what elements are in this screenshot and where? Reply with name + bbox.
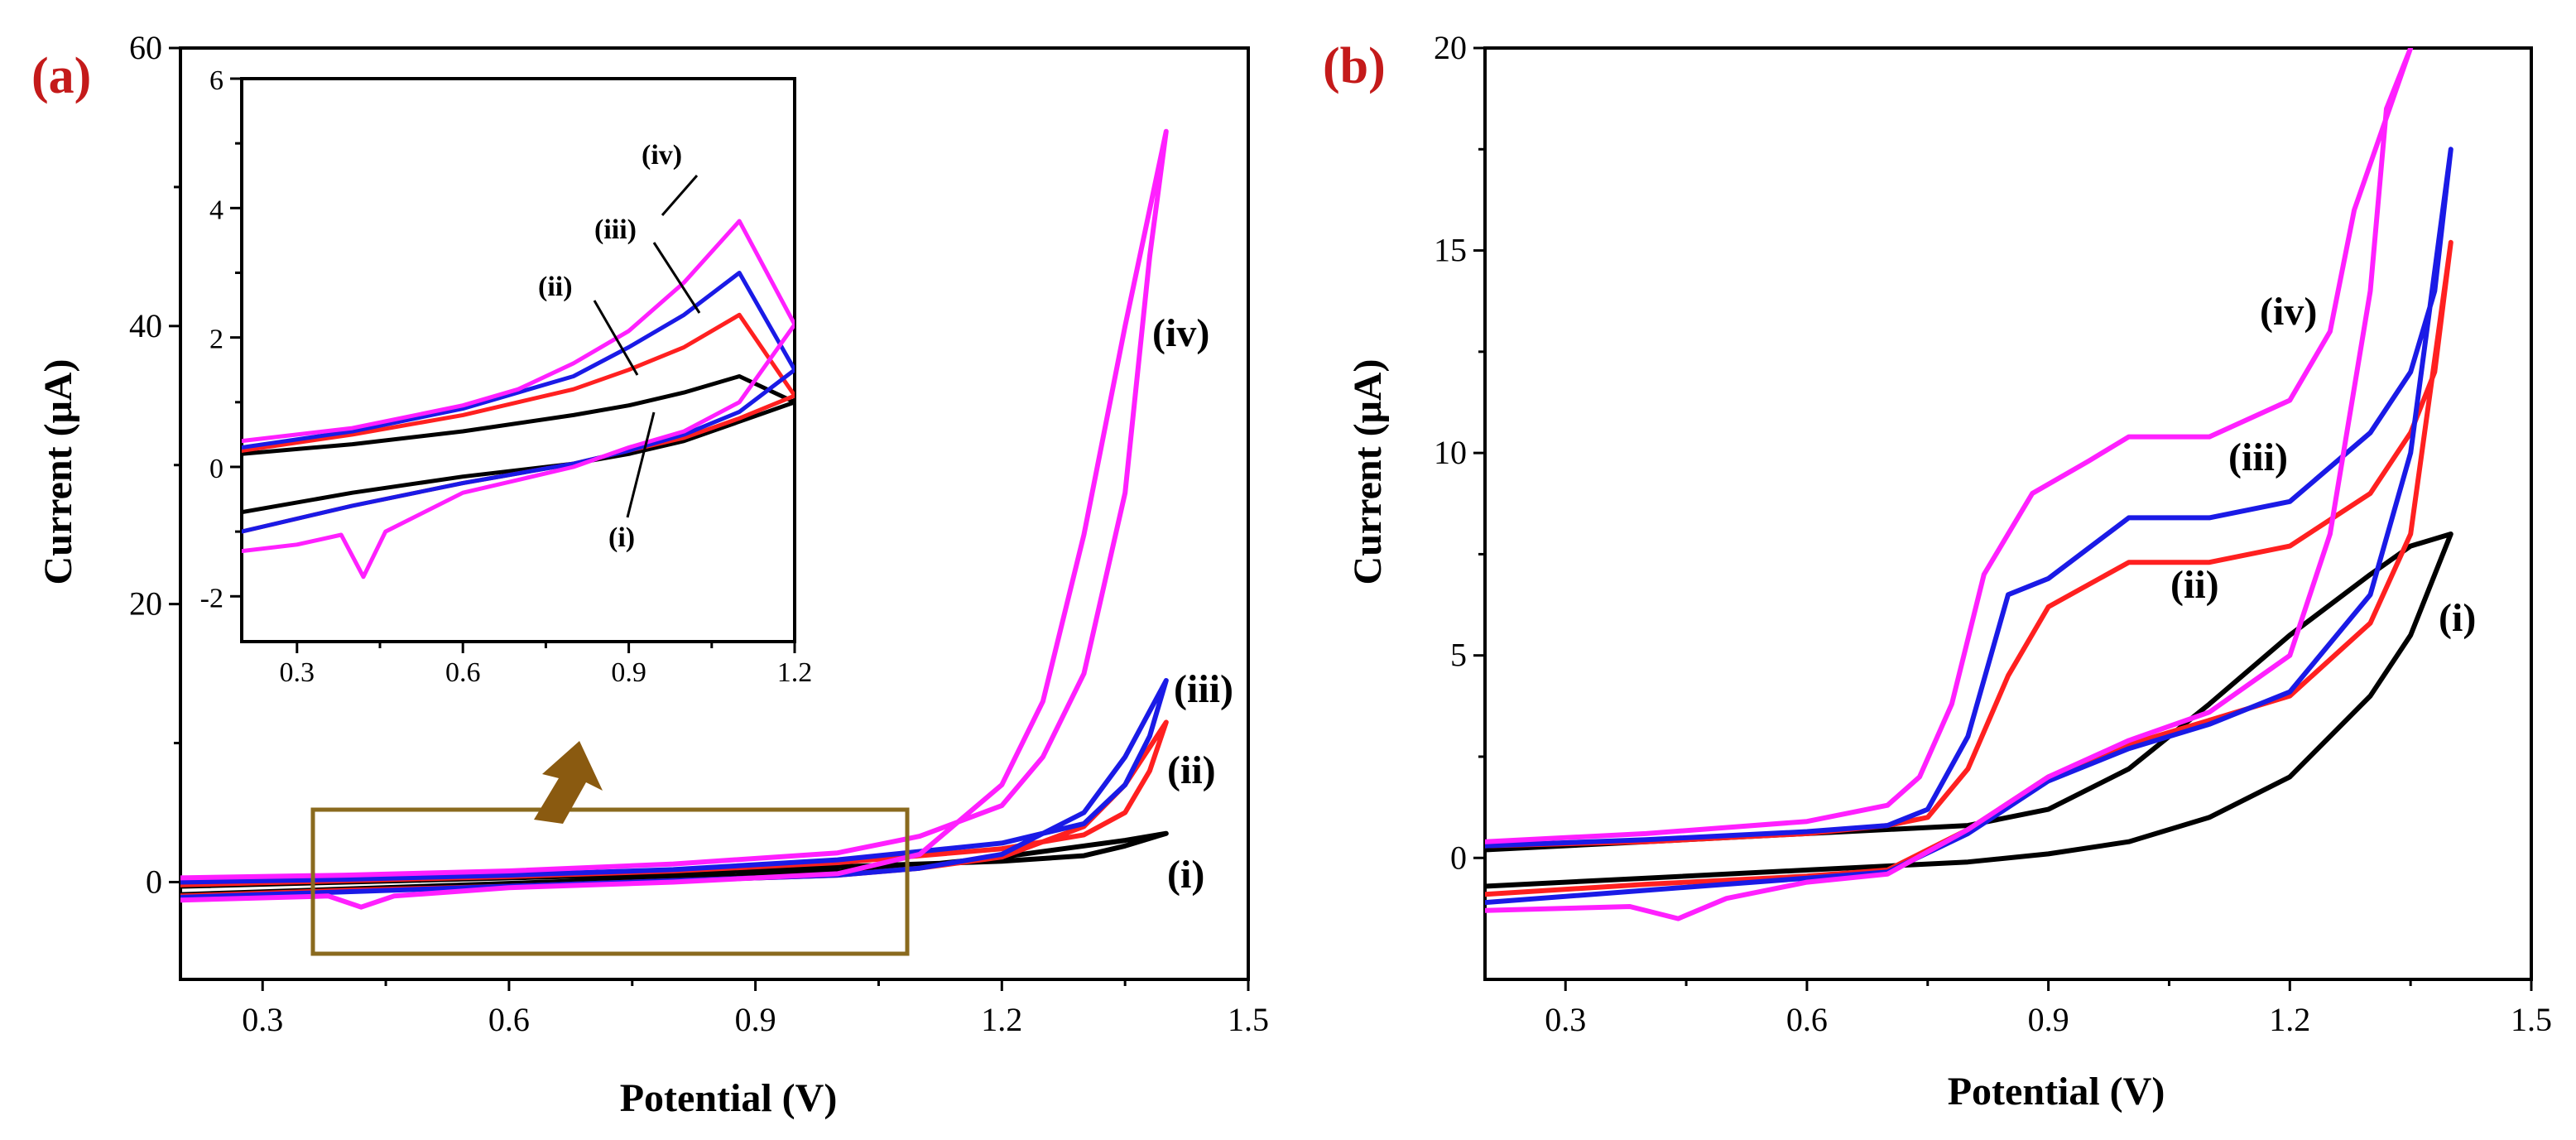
panel-b-frame [1483, 46, 2533, 981]
panel-b-ytick-label: 10 [1434, 434, 1467, 471]
inset-axes: 0.3 0.6 0.9 1.2 -2 0 2 4 6 [200, 65, 813, 688]
panel-a-xtick-label: 0.9 [735, 1001, 776, 1038]
panel-b-ytick-label: 20 [1434, 29, 1467, 66]
panel-b-ylabel: Current (μA) [1346, 359, 1390, 585]
inset-frame [240, 77, 796, 643]
panel-a-xtick-label: 0.6 [488, 1001, 530, 1038]
inset-leader-iv [661, 175, 699, 216]
inset-leader-iii [652, 242, 701, 314]
inset-label-ii: (ii) [538, 272, 573, 302]
panel-a-series-iv [180, 128, 1169, 910]
panel-a-label-iii: (iii) [1174, 667, 1233, 711]
panel-a-xlabel: Potential (V) [620, 1076, 838, 1120]
inset-series-i [242, 374, 795, 515]
inset-xtick-label: 0.9 [611, 657, 646, 688]
inset-ytick-label: -2 [200, 583, 223, 613]
inset-leader-ii [593, 300, 639, 376]
panel-b-label-iii: (iii) [2228, 435, 2288, 479]
panel-a-zoom-highlight-box [310, 807, 910, 956]
panel-a-curves [180, 128, 1169, 910]
inset-label-i: (i) [608, 522, 635, 553]
panel-a-inset: 0.3 0.6 0.9 1.2 -2 0 2 4 6 (iv) (iii) (ii) (i) [200, 65, 813, 688]
panel-a-label: (a) [31, 48, 91, 104]
panel-a-series-i [180, 830, 1169, 897]
panel-a-xtick-label: 1.5 [1228, 1001, 1269, 1038]
inset-ytick-label: 0 [209, 454, 223, 484]
inset-ytick-label: 4 [209, 195, 223, 225]
panel-a-ytick-label: 40 [129, 307, 162, 344]
panel-b-xtick-label: 0.6 [1786, 1001, 1828, 1038]
panel-b-xtick-label: 0.3 [1545, 1001, 1586, 1038]
panel-b-series-iv [1485, 48, 2414, 921]
panel-b-axes: 0.3 0.6 0.9 1.2 1.5 0 5 10 15 20 [1434, 29, 2552, 1038]
inset-series-iii [242, 271, 795, 534]
panel-a-xtick-label: 1.2 [981, 1001, 1022, 1038]
inset-xtick-label: 1.2 [777, 657, 813, 688]
panel-b-xtick-label: 1.2 [2269, 1001, 2310, 1038]
panel-a-frame [179, 46, 1250, 981]
panel-b-xtick-label: 0.9 [2028, 1001, 2069, 1038]
panel-a-ytick-label: 20 [129, 585, 162, 623]
panel-b-xlabel: Potential (V) [1948, 1070, 2165, 1114]
panel-a-ytick-label: 60 [129, 29, 162, 66]
panel-a-label-ii: (ii) [1167, 748, 1216, 792]
panel-b: (b) 0.3 0.6 0.9 1.2 1.5 0 5 10 15 20 (iv) (iii) (… [1323, 29, 2552, 1114]
panel-a-label-iv: (iv) [1152, 311, 1209, 355]
inset-label-iv: (iv) [642, 140, 682, 171]
panel-b-label: (b) [1323, 38, 1386, 94]
panel-b-ytick-label: 15 [1434, 232, 1467, 269]
inset-xtick-label: 0.6 [445, 657, 481, 688]
panel-b-series-i [1485, 532, 2453, 889]
inset-series-iv [242, 219, 795, 580]
inset-label-iii: (iii) [594, 214, 637, 245]
panel-a-ylabel: Current (μA) [36, 359, 80, 585]
panel-a-ytick-label: 0 [146, 863, 162, 900]
inset-leader-i [626, 411, 656, 518]
inset-curves [242, 219, 795, 580]
inset-background [242, 79, 795, 642]
panel-a-label-i: (i) [1167, 853, 1204, 897]
panel-b-label-ii: (ii) [2170, 563, 2219, 607]
inset-ytick-label: 2 [209, 325, 223, 355]
panel-b-ytick-label: 0 [1450, 839, 1467, 876]
panel-b-series-iii [1485, 147, 2453, 906]
panel-b-curves [1485, 48, 2453, 921]
panel-a-xtick-label: 0.3 [242, 1001, 283, 1038]
panel-a-zoom-arrow-icon [534, 741, 603, 824]
panel-b-ytick-label: 5 [1450, 637, 1467, 674]
panel-b-label-iv: (iv) [2260, 290, 2317, 334]
panel-b-xtick-label: 1.5 [2511, 1001, 2552, 1038]
panel-b-series-ii [1485, 239, 2453, 897]
inset-xtick-label: 0.3 [280, 657, 315, 688]
inset-ytick-label: 6 [209, 65, 223, 96]
panel-b-label-i: (i) [2439, 596, 2476, 640]
